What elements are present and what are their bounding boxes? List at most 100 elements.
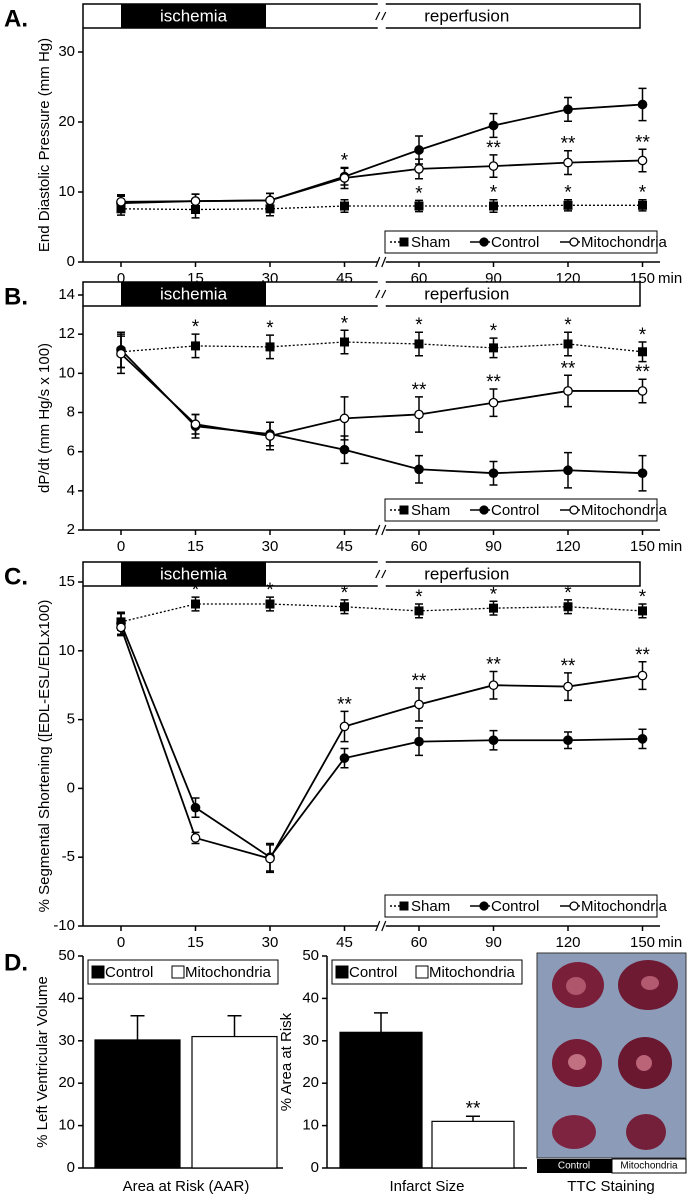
legend-swatch: [399, 901, 409, 911]
marker: [265, 431, 275, 441]
significance: *: [341, 151, 349, 172]
marker: [638, 606, 647, 616]
y-tick-label: -5: [62, 848, 75, 865]
y-tick-label: 8: [67, 403, 75, 420]
axis-break: [375, 11, 381, 21]
significance: *: [415, 587, 423, 608]
ischemia-block: [121, 562, 266, 586]
marker: [637, 734, 648, 744]
marker: [637, 99, 648, 110]
legend-swatch: [569, 237, 579, 247]
y-tick-label: 20: [58, 1074, 75, 1091]
marker: [638, 200, 647, 210]
axis-break: [375, 524, 381, 536]
marker: [563, 200, 573, 210]
marker: [489, 201, 498, 211]
y-tick-label: 20: [302, 1074, 319, 1091]
x-tick-label: 30: [262, 934, 279, 951]
significance: *: [639, 325, 647, 346]
axis-break: [377, 923, 386, 929]
marker: [339, 753, 350, 763]
phase-label: reperfusion: [424, 284, 509, 303]
axis-break: [381, 524, 387, 536]
marker: [340, 201, 349, 211]
legend-swatch: [91, 965, 105, 979]
marker: [339, 413, 350, 424]
legend: [384, 230, 658, 254]
axis-break: [377, 560, 386, 588]
phase-label: reperfusion: [424, 6, 509, 25]
legend: [87, 959, 279, 985]
marker: [414, 339, 424, 349]
marker: [339, 721, 350, 732]
marker: [563, 681, 573, 692]
significance: *: [266, 318, 274, 339]
significance: *: [639, 587, 647, 608]
legend-swatch: [399, 505, 409, 515]
marker: [340, 337, 349, 347]
marker: [191, 341, 200, 351]
marker: [265, 599, 275, 609]
error-bar: [374, 1012, 388, 1033]
marker: [414, 699, 424, 710]
x-tick-label: 15: [187, 538, 204, 555]
x-tick-label: 150: [630, 934, 655, 951]
y-axis-label: % Area at Risk: [278, 1012, 295, 1111]
marker: [265, 195, 275, 206]
label-box: [537, 1159, 612, 1173]
y-tick-label: 12: [58, 325, 75, 342]
significance: *: [639, 183, 647, 204]
significance: *: [341, 313, 349, 334]
axis-break: [381, 920, 387, 932]
marker: [116, 348, 126, 359]
x-tick-label: 45: [336, 934, 353, 951]
marker: [265, 853, 275, 864]
heart-slice: [626, 1114, 666, 1150]
x-axis-label: Infarct Size: [389, 1178, 464, 1195]
x-tick-label: 45: [336, 538, 353, 555]
marker: [563, 104, 573, 115]
y-tick-label: 10: [58, 1117, 75, 1134]
legend-label: Mitochondria: [581, 234, 668, 251]
y-tick-label: 40: [58, 989, 75, 1006]
axis-break: [377, 259, 386, 265]
y-tick-label: 10: [302, 1117, 319, 1134]
significance: *: [415, 315, 423, 336]
legend-swatch: [399, 237, 409, 247]
significance: *: [564, 315, 572, 336]
legend-label: Mitochondria: [185, 964, 272, 981]
y-tick-label: -10: [53, 917, 75, 934]
bar: [191, 1035, 278, 1169]
significance: *: [564, 583, 572, 604]
marker: [488, 397, 499, 408]
x-tick-label: 0: [117, 538, 125, 555]
y-tick-label: 6: [67, 443, 75, 460]
axis-break: [375, 569, 381, 579]
marker: [339, 444, 350, 455]
marker: [637, 386, 648, 396]
marker: [488, 680, 499, 691]
x-tick-label: 30: [262, 538, 279, 555]
y-tick-label: 14: [58, 286, 75, 303]
legend-swatch: [569, 901, 579, 911]
marker: [563, 386, 573, 396]
marker: [116, 622, 126, 633]
y-tick-label: 50: [302, 947, 319, 964]
marker: [637, 155, 648, 166]
significance: *: [341, 583, 349, 604]
significance: **: [412, 671, 427, 692]
error-bar: [227, 1015, 242, 1037]
y-tick-label: 15: [58, 573, 75, 590]
significance: **: [486, 654, 501, 675]
legend-label: Control: [349, 964, 397, 981]
phase-label: ischemia: [160, 6, 228, 25]
series-line: [120, 204, 643, 211]
marker: [637, 670, 648, 681]
x-axis-label: Area at Risk (AAR): [123, 1178, 250, 1195]
marker: [265, 342, 275, 352]
marker: [414, 464, 424, 475]
legend-label: Mitochondria: [429, 964, 516, 981]
significance: **: [635, 645, 650, 666]
marker: [563, 602, 573, 612]
